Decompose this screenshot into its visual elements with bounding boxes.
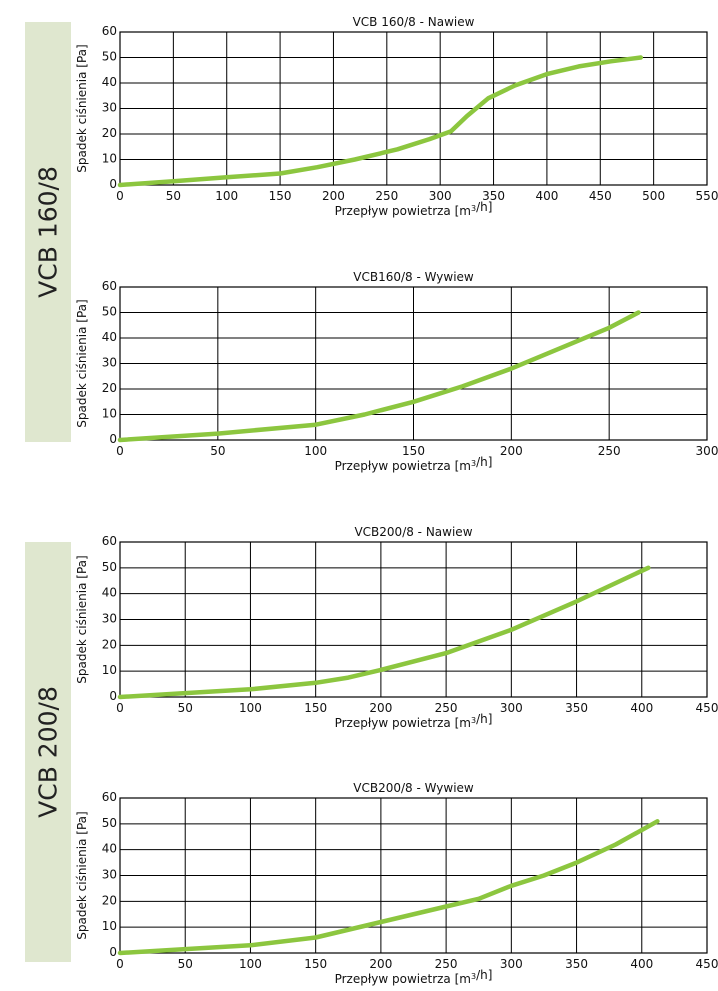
x-tick-label: 400	[535, 189, 558, 203]
x-axis-label: Przepływ powietrza [m3/h]	[335, 200, 493, 218]
x-tick-label: 550	[696, 189, 718, 203]
series-line	[117, 55, 644, 188]
x-tick-label: 250	[435, 701, 458, 715]
y-tick-label: 0	[109, 945, 117, 959]
x-tick-label: 100	[239, 957, 262, 971]
x-tick-label: 250	[598, 444, 621, 458]
y-tick-label: 40	[102, 842, 117, 856]
x-axis-label: Przepływ powietrza [m3/h]	[335, 455, 493, 473]
y-tick-label: 10	[102, 152, 117, 166]
y-tick-label: 10	[102, 407, 117, 421]
series-line	[117, 565, 651, 700]
side-band-vcb-200: VCB 200/8	[25, 542, 71, 962]
x-tick-label: 100	[215, 189, 238, 203]
x-tick-label: 0	[116, 701, 124, 715]
x-tick-label: 0	[116, 189, 124, 203]
x-tick-label: 300	[429, 189, 452, 203]
y-tick-label: 50	[102, 50, 117, 64]
x-tick-label: 300	[500, 701, 523, 715]
chart-3: 0 50 100 150 200 250 300 350 400 450 0 10 20 30 40 50 60…	[75, 525, 718, 730]
plot-frame	[119, 797, 708, 954]
x-tick-label: 200	[369, 701, 392, 715]
x-tick-label: 0	[116, 957, 124, 971]
x-tick-label: 450	[696, 701, 718, 715]
x-tick-label: 300	[500, 957, 523, 971]
y-tick-label: 40	[102, 75, 117, 89]
y-tick-label: 20	[102, 126, 117, 140]
y-tick-label: 50	[102, 305, 117, 319]
chart-title: VCB160/8 - Wywiew	[353, 270, 474, 284]
chart-title: VCB200/8 - Wywiew	[353, 781, 474, 795]
x-tick-label: 250	[375, 189, 398, 203]
y-tick-label: 40	[102, 586, 117, 600]
x-tick-label: 350	[482, 189, 505, 203]
chart-title: VCB 160/8 - Nawiew	[353, 15, 475, 29]
x-tick-label: 150	[402, 444, 425, 458]
chart-1: 0 50 100 150 200 250 300 350 400 450 500 550 0 10 20 30…	[75, 15, 718, 218]
x-tick-label: 200	[500, 444, 523, 458]
x-tick-label: 150	[269, 189, 292, 203]
plot-frame	[119, 541, 708, 698]
x-tick-label: 100	[304, 444, 327, 458]
x-tick-label: 250	[435, 957, 458, 971]
y-tick-label: 20	[102, 893, 117, 907]
y-tick-label: 30	[102, 101, 117, 115]
x-tick-label: 350	[565, 957, 588, 971]
y-axis-label: Spadek ciśnienia [Pa]	[75, 555, 89, 683]
y-tick-label: 0	[109, 432, 117, 446]
y-tick-label: 60	[102, 24, 117, 38]
y-tick-label: 30	[102, 612, 117, 626]
x-tick-label: 50	[166, 189, 181, 203]
y-tick-label: 50	[102, 816, 117, 830]
y-tick-label: 40	[102, 330, 117, 344]
x-tick-label: 500	[642, 189, 665, 203]
x-tick-label: 400	[630, 957, 653, 971]
x-tick-label: 50	[210, 444, 225, 458]
x-tick-label: 300	[696, 444, 718, 458]
x-tick-label: 150	[304, 701, 327, 715]
y-tick-label: 20	[102, 637, 117, 651]
x-tick-label: 100	[239, 701, 262, 715]
y-axis-label: Spadek ciśnienia [Pa]	[75, 299, 89, 427]
x-tick-label: 350	[565, 701, 588, 715]
y-axis-label: Spadek ciśnienia [Pa]	[75, 811, 89, 939]
side-band-vcb-160: VCB 160/8	[25, 22, 71, 442]
y-tick-label: 60	[102, 534, 117, 548]
y-tick-label: 30	[102, 356, 117, 370]
x-tick-label: 400	[630, 701, 653, 715]
x-axis-label: Przepływ powietrza [m3/h]	[335, 712, 493, 730]
x-tick-label: 50	[178, 957, 193, 971]
x-tick-label: 0	[116, 444, 124, 458]
x-tick-label: 450	[589, 189, 612, 203]
y-tick-label: 30	[102, 868, 117, 882]
y-tick-label: 10	[102, 663, 117, 677]
series-line	[117, 310, 641, 443]
y-tick-label: 0	[109, 689, 117, 703]
x-tick-label: 200	[322, 189, 345, 203]
series-line	[117, 819, 660, 956]
x-tick-label: 450	[696, 957, 718, 971]
y-tick-label: 50	[102, 560, 117, 574]
y-tick-label: 0	[109, 177, 117, 191]
y-tick-label: 60	[102, 790, 117, 804]
y-axis-label: Spadek ciśnienia [Pa]	[75, 44, 89, 172]
x-axis-label: Przepływ powietrza [m3/h]	[335, 968, 493, 986]
x-tick-label: 150	[304, 957, 327, 971]
chart-4: 0 50 100 150 200 250 300 350 400 450 0 10 20 30 40 50 60…	[75, 781, 718, 986]
y-tick-label: 20	[102, 381, 117, 395]
y-tick-label: 60	[102, 279, 117, 293]
plot-frame	[119, 31, 708, 186]
chart-title: VCB200/8 - Nawiew	[354, 525, 472, 539]
x-tick-label: 50	[178, 701, 193, 715]
y-tick-label: 10	[102, 919, 117, 933]
chart-2: 0 50 100 150 200 250 300 0 10 20 30 40 50 60 VCB160/8 …	[75, 270, 718, 473]
plot-frame	[119, 286, 708, 441]
x-tick-label: 200	[369, 957, 392, 971]
